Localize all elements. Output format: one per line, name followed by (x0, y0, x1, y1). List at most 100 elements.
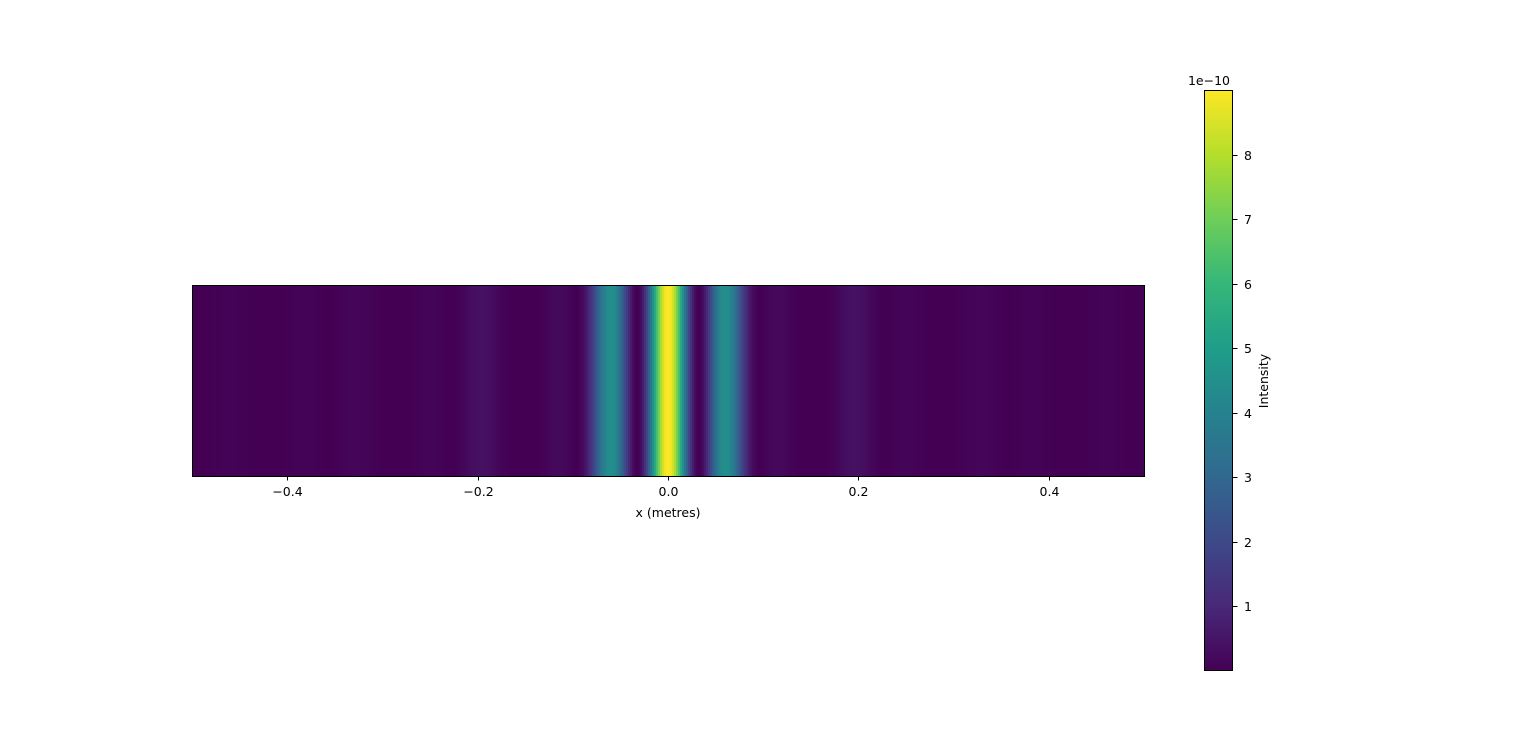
heatmap-cell (298, 285, 301, 476)
heatmap-cell (418, 285, 421, 476)
heatmap-cell (810, 285, 813, 476)
heatmap-cell (300, 285, 303, 476)
heatmap-cell (940, 285, 943, 476)
heatmap-cell (1066, 285, 1069, 476)
heatmap-cell (530, 285, 533, 476)
heatmap-cell (644, 285, 647, 476)
heatmap-cell (450, 285, 453, 476)
heatmap-cell (1074, 285, 1077, 476)
heatmap-cell (378, 285, 381, 476)
heatmap-cell (328, 285, 331, 476)
heatmap-cell (1088, 285, 1091, 476)
heatmap-cell (340, 285, 343, 476)
heatmap-cell (228, 285, 231, 476)
heatmap-cell (986, 285, 989, 476)
heatmap-cell (1042, 285, 1045, 476)
heatmap-cell (278, 285, 281, 476)
heatmap-cell (406, 285, 409, 476)
heatmap-cell (596, 285, 599, 476)
heatmap-cell (664, 285, 667, 476)
heatmap-cell (514, 285, 517, 476)
heatmap-cell (212, 285, 215, 476)
heatmap-cell (896, 285, 899, 476)
heatmap-cell (274, 285, 277, 476)
heatmap-cell (438, 285, 441, 476)
heatmap-cell (942, 285, 945, 476)
heatmap-cell (1120, 285, 1123, 476)
heatmap-cell (580, 285, 583, 476)
colorbar-tick-label: 5 (1244, 341, 1252, 356)
heatmap-cell (938, 285, 941, 476)
x-tick-label: 0.0 (659, 484, 679, 499)
heatmap-cell (682, 285, 685, 476)
heatmap-cell (1058, 285, 1061, 476)
heatmap-cell (922, 285, 925, 476)
colorbar-label: Intensity (1256, 353, 1271, 408)
heatmap-cell (668, 285, 671, 476)
heatmap-cell (312, 285, 315, 476)
heatmap-cell (598, 285, 601, 476)
heatmap-cell (678, 285, 681, 476)
heatmap-cell (666, 285, 669, 476)
heatmap-cell (444, 285, 447, 476)
heatmap-cell (600, 285, 603, 476)
heatmap-cell (562, 285, 565, 476)
heatmap-cell (748, 285, 751, 476)
heatmap-cell (548, 285, 551, 476)
heatmap-cell (194, 285, 197, 476)
heatmap-cell (388, 285, 391, 476)
heatmap-cell (628, 285, 631, 476)
heatmap-cell (604, 285, 607, 476)
heatmap-cell (978, 285, 981, 476)
heatmap-cell (650, 285, 653, 476)
heatmap-cell (572, 285, 575, 476)
heatmap-cell (816, 285, 819, 476)
heatmap-cell (574, 285, 577, 476)
heatmap-cell (440, 285, 443, 476)
heatmap-cell (1018, 285, 1021, 476)
heatmap-cell (960, 285, 963, 476)
heatmap-cell (838, 285, 841, 476)
heatmap-cell (288, 285, 291, 476)
heatmap-cell (1026, 285, 1029, 476)
heatmap-cell (200, 285, 203, 476)
heatmap-cell (402, 285, 405, 476)
heatmap-cell (356, 285, 359, 476)
heatmap-cell (1110, 285, 1113, 476)
heatmap-cell (646, 285, 649, 476)
heatmap-cell (804, 285, 807, 476)
heatmap-cell (764, 285, 767, 476)
heatmap-cell (458, 285, 461, 476)
heatmap-cell (434, 285, 437, 476)
heatmap-cell (818, 285, 821, 476)
heatmap-cell (726, 285, 729, 476)
heatmap-cell (442, 285, 445, 476)
x-axis-label: x (metres) (636, 505, 701, 520)
heatmap-cell (1022, 285, 1025, 476)
heatmap-cell (488, 285, 491, 476)
heatmap-cell (840, 285, 843, 476)
heatmap-cell (1064, 285, 1067, 476)
heatmap-cell (478, 285, 481, 476)
heatmap-cell (634, 285, 637, 476)
heatmap-cell (632, 285, 635, 476)
heatmap-cell (872, 285, 875, 476)
heatmap-cell (490, 285, 493, 476)
heatmap-cell (862, 285, 865, 476)
heatmap-cell (958, 285, 961, 476)
heatmap-cell (638, 285, 641, 476)
heatmap-cell (658, 285, 661, 476)
heatmap-cell (1134, 285, 1137, 476)
heatmap-cell (906, 285, 909, 476)
heatmap-cell (854, 285, 857, 476)
heatmap-cell (622, 285, 625, 476)
heatmap-cell (1014, 285, 1017, 476)
heatmap-cell (566, 285, 569, 476)
heatmap-cell (218, 285, 221, 476)
heatmap-cell (1040, 285, 1043, 476)
heatmap-cell (308, 285, 311, 476)
heatmap-cell (222, 285, 225, 476)
colorbar-tick-label: 3 (1244, 470, 1252, 485)
heatmap-cell (848, 285, 851, 476)
heatmap-cell (708, 285, 711, 476)
